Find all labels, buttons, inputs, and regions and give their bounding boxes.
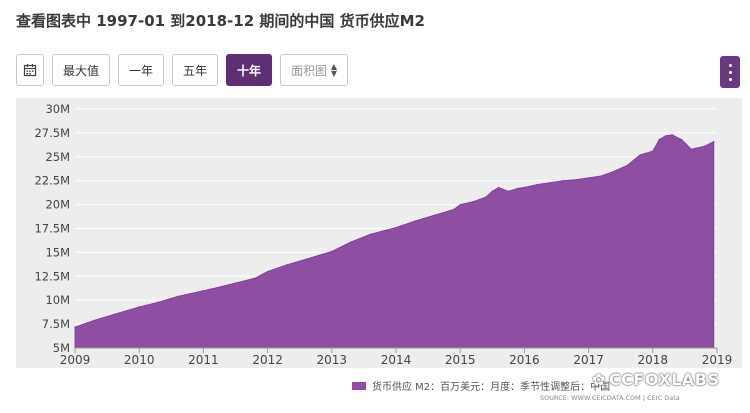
data-point — [485, 196, 487, 198]
x-tick-label: 2015 — [445, 353, 476, 367]
wechat-icon: ✿ — [592, 370, 606, 389]
data-point — [305, 258, 307, 260]
range-1y-button[interactable]: 一年 — [118, 54, 165, 86]
data-point — [600, 175, 603, 177]
data-point — [234, 282, 237, 284]
data-point — [157, 301, 160, 303]
data-point — [459, 204, 461, 206]
source-note: SOURCE: WWW.CEICDATA.COM | CEIC Data — [540, 394, 680, 402]
x-tick-label: 2009 — [60, 353, 91, 367]
data-point — [369, 233, 371, 235]
data-point — [690, 148, 692, 150]
range-max-button[interactable]: 最大值 — [52, 54, 111, 86]
calendar-button[interactable] — [16, 54, 44, 86]
y-tick-label: 5M — [53, 341, 70, 355]
data-point — [491, 190, 493, 192]
chart-type-select[interactable]: 面积图 ▲ ▼ — [280, 54, 349, 86]
y-tick-label: 22.5M — [34, 174, 70, 188]
data-point — [267, 270, 269, 273]
toolbar: 最大值 一年 五年 十年 面积图 ▲ ▼ — [16, 54, 349, 88]
x-tick-label: 2019 — [702, 353, 733, 367]
y-tick-label: 15M — [45, 245, 70, 259]
legend-swatch — [352, 381, 366, 390]
y-tick-label: 27.5M — [34, 126, 70, 140]
x-tick-label: 2018 — [638, 353, 669, 367]
data-point — [453, 208, 455, 210]
chart-type-value: 面积图 — [291, 63, 328, 78]
data-point — [681, 139, 683, 141]
page-title: 查看图表中 1997-01 到2018-12 期间的中国 货币供应M2 — [16, 12, 425, 30]
data-point — [652, 150, 654, 152]
data-point — [613, 170, 615, 172]
data-point — [703, 145, 705, 147]
data-point — [215, 287, 217, 289]
select-arrows-icon: ▲ ▼ — [330, 62, 338, 78]
data-point — [658, 139, 660, 141]
data-point — [286, 264, 288, 266]
x-tick-label: 2010 — [124, 353, 155, 367]
data-point — [549, 182, 551, 184]
data-point — [177, 295, 179, 297]
data-point — [202, 290, 204, 292]
x-tick-label: 2011 — [188, 353, 219, 367]
x-tick-label: 2012 — [252, 353, 283, 367]
data-point — [138, 306, 140, 308]
dot-icon — [728, 77, 732, 81]
y-tick-label: 30M — [45, 102, 70, 116]
data-point — [639, 154, 641, 156]
data-point — [254, 277, 256, 279]
legend[interactable]: 货币供应 M2：百万美元：月度：季节性调整后：中国 — [352, 378, 610, 393]
data-point — [331, 250, 333, 252]
calendar-icon — [23, 64, 37, 77]
data-point — [93, 319, 95, 321]
range-5y-button[interactable]: 五年 — [172, 54, 219, 86]
y-tick-label: 10M — [45, 293, 70, 307]
legend-label: 货币供应 M2：百万美元：月度：季节性调整后：中国 — [372, 382, 611, 393]
data-point — [433, 214, 436, 216]
dot-icon — [728, 63, 732, 67]
watermark: ✿ CCFOXLABS — [592, 370, 719, 389]
y-tick-label: 12.5M — [34, 269, 70, 283]
data-point — [562, 180, 564, 182]
data-point — [713, 140, 715, 143]
y-tick-label: 20M — [45, 198, 70, 212]
watermark-text: CCFOXLABS — [608, 370, 720, 389]
x-tick-label: 2014 — [381, 353, 412, 367]
data-point — [395, 226, 397, 229]
data-point — [472, 201, 474, 203]
x-tick-label: 2016 — [509, 353, 540, 367]
data-point — [671, 134, 673, 136]
data-point — [665, 135, 667, 137]
data-point — [112, 313, 115, 316]
x-tick-label: 2013 — [317, 353, 348, 367]
series-area — [74, 134, 715, 349]
data-point — [588, 177, 590, 179]
more-options-button[interactable] — [720, 56, 740, 88]
data-point — [517, 187, 519, 189]
y-tick-label: 7.5M — [42, 317, 70, 331]
y-tick-label: 17.5M — [34, 222, 70, 236]
data-point — [626, 164, 628, 166]
dot-icon — [728, 70, 732, 74]
data-point — [74, 326, 76, 328]
data-point — [414, 220, 416, 222]
data-point — [523, 186, 525, 188]
x-tick-label: 2017 — [573, 353, 604, 367]
data-point — [507, 190, 509, 192]
data-point — [536, 183, 538, 186]
data-point — [575, 179, 577, 181]
area-chart: 5M 7.5M 10M 12.5M 15M 17.5M 20M 22.5M 25M 27.5M 30… — [34, 102, 733, 367]
data-point — [350, 241, 352, 243]
data-point — [498, 186, 500, 188]
y-tick-label: 25M — [45, 150, 70, 164]
range-10y-button[interactable]: 十年 — [226, 54, 273, 86]
